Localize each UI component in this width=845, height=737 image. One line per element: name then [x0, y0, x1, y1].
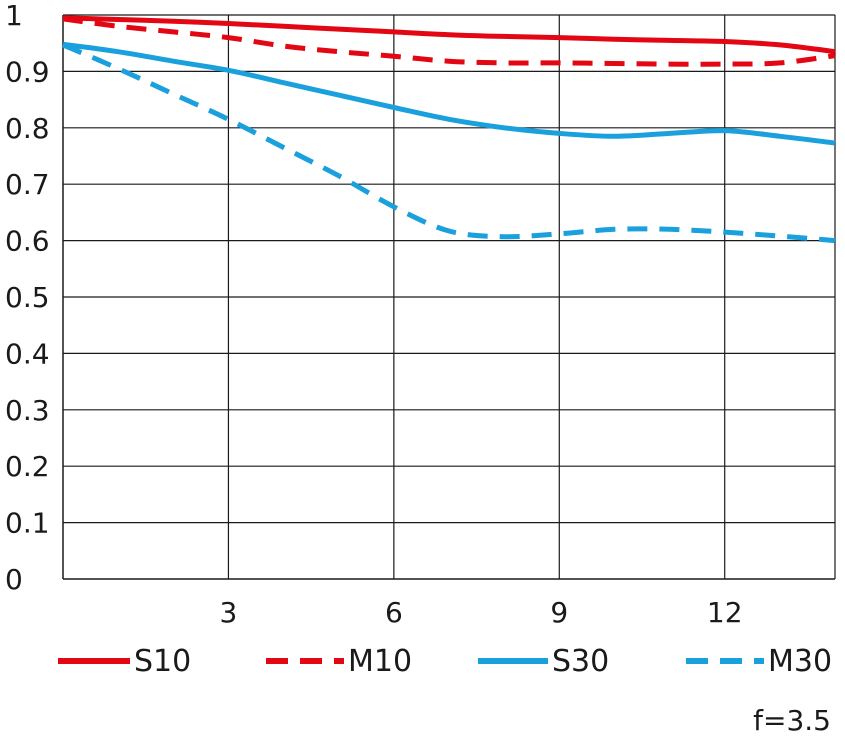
legend-label-m10: M10	[348, 643, 413, 679]
legend-item-m10: M10	[266, 636, 412, 686]
y-tick-label-0.1: 0.1	[5, 507, 50, 540]
legend-item-s30: S30	[478, 636, 609, 686]
x-tick-label-9: 9	[550, 596, 568, 629]
series-line-m30	[62, 42, 836, 244]
legend-swatch-s10	[58, 658, 130, 664]
y-tick-label-0.6: 0.6	[5, 225, 50, 258]
x-tick-label-3: 3	[220, 596, 238, 629]
legend-label-m30: M30	[768, 643, 833, 679]
x-tick-label-12: 12	[707, 596, 743, 629]
y-tick-label-0: 0	[5, 563, 23, 596]
legend-swatch-m30	[686, 658, 764, 664]
grid-lines	[63, 14, 835, 579]
series-line-s10	[62, 15, 836, 55]
x-tick-label-6: 6	[385, 596, 403, 629]
legend-swatch-s30	[478, 658, 548, 664]
legend-item-m30: M30	[686, 636, 832, 686]
y-tick-label-0.5: 0.5	[5, 281, 50, 314]
series-layer	[62, 15, 836, 244]
y-tick-label-0.2: 0.2	[5, 450, 50, 483]
y-tick-label-0.3: 0.3	[5, 394, 50, 427]
series-line-s30	[62, 41, 836, 146]
legend: S10 M10 S30 M30	[0, 636, 845, 686]
y-tick-label-0.9: 0.9	[5, 55, 50, 88]
aperture-note: f=3.5	[753, 704, 831, 737]
mtf-chart: 0 0.1 0.2 0.3 0.4 0.5 0.6 0.7 0.8 0.9 1 3 6 9 12	[5, 0, 836, 629]
legend-item-s10: S10	[58, 636, 191, 686]
axes	[62, 15, 836, 580]
y-tick-label-0.8: 0.8	[5, 112, 50, 145]
y-tick-label-0.4: 0.4	[5, 337, 50, 370]
legend-label-s30: S30	[552, 643, 610, 679]
series-line-m10	[62, 16, 836, 67]
legend-label-s10: S10	[134, 643, 192, 679]
y-tick-label-0.7: 0.7	[5, 168, 50, 201]
legend-swatch-m10	[266, 658, 344, 664]
tick-labels: 0 0.1 0.2 0.3 0.4 0.5 0.6 0.7 0.8 0.9 1 3 6 9 12	[5, 0, 743, 629]
y-tick-label-1: 1	[5, 0, 23, 32]
